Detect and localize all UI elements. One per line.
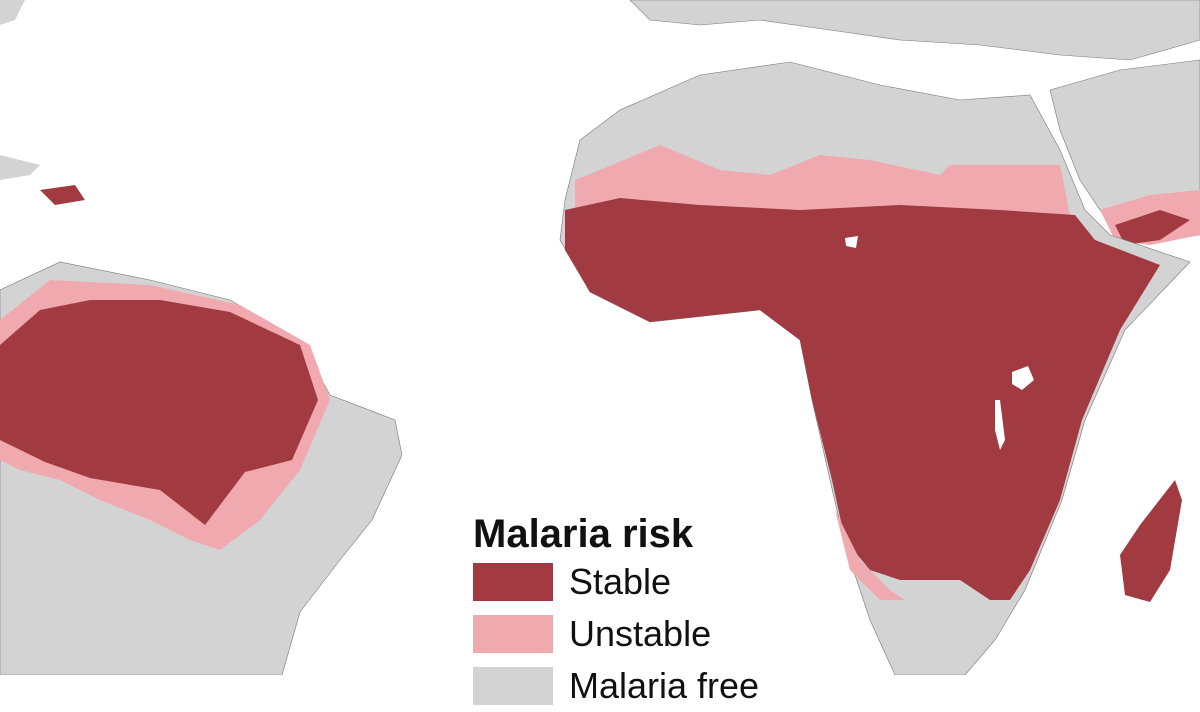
hispaniola <box>40 185 85 205</box>
lake-tanganyika <box>995 400 1005 450</box>
sahel-unstable <box>575 145 1070 215</box>
swatch-malaria-free <box>473 667 553 705</box>
world-map <box>0 0 1200 675</box>
legend-item-malaria-free: Malaria free <box>473 660 759 712</box>
africa-stable <box>565 198 1160 600</box>
swatch-unstable <box>473 615 553 653</box>
europe-land <box>629 0 1200 61</box>
legend-label: Stable <box>569 561 672 602</box>
south-america-stable <box>0 300 318 525</box>
lake-victoria <box>1012 366 1034 390</box>
caribbean-islands <box>0 0 40 180</box>
southern-africa-unstable <box>835 510 905 600</box>
legend-item-unstable: Unstable <box>473 608 759 660</box>
legend-title: Malaria risk <box>473 512 694 556</box>
madagascar <box>1120 480 1182 602</box>
map-legend: Malaria risk Stable Unstable Malaria fre… <box>473 512 759 712</box>
swatch-stable <box>473 563 553 601</box>
lake-chad <box>845 236 858 248</box>
legend-label: Unstable <box>569 613 712 654</box>
legend-label: Malaria free <box>569 665 760 706</box>
arabia-stable <box>1115 210 1190 245</box>
legend-item-stable: Stable <box>473 556 759 608</box>
